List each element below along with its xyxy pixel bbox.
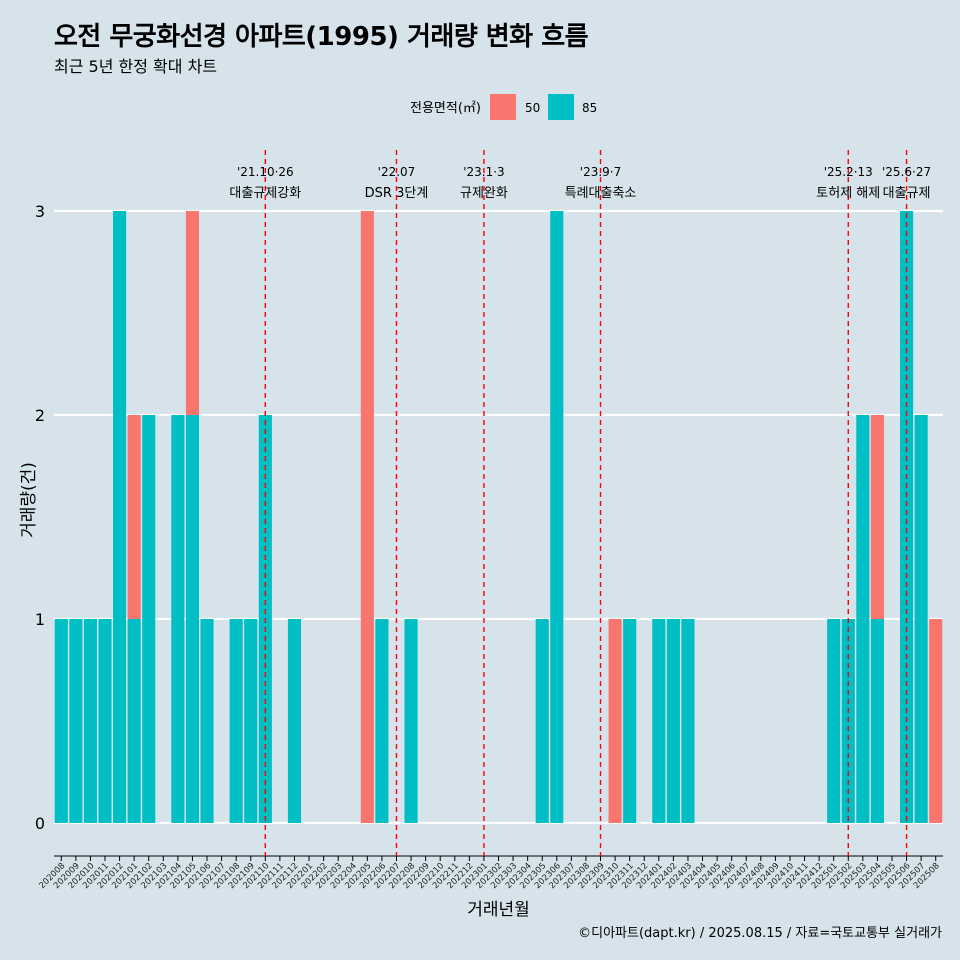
bar-85-202206 xyxy=(375,619,389,823)
legend-label-50: 50 xyxy=(525,101,540,115)
bar-50-202205 xyxy=(360,211,374,823)
bar-50-202101 xyxy=(127,415,141,619)
bar-85-202306 xyxy=(550,211,564,823)
chart-subtitle: 최근 5년 한정 확대 차트 xyxy=(54,57,218,76)
legend-title: 전용면적(㎡) xyxy=(410,101,481,116)
chart-title: 오전 무궁화선경 아파트(1995) 거래량 변화 흐름 xyxy=(54,22,589,52)
bar-85-202402 xyxy=(666,619,680,823)
bar-85-202503 xyxy=(856,415,870,823)
event-label-4: 토허제 해제 xyxy=(816,186,880,201)
event-label-0: 대출규제강화 xyxy=(229,186,301,201)
bar-85-202504 xyxy=(870,619,884,823)
legend-swatch-85 xyxy=(548,94,574,120)
bar-85-202008 xyxy=(54,619,68,823)
bar-85-202011 xyxy=(98,619,112,823)
bar-85-202401 xyxy=(652,619,666,823)
bar-85-202101 xyxy=(127,619,141,823)
bar-85-202506 xyxy=(900,211,914,823)
bar-50-202105 xyxy=(185,211,200,415)
bar-85-202403 xyxy=(681,619,695,823)
bar-85-202208 xyxy=(404,619,418,823)
y-tick-label-1: 1 xyxy=(35,610,45,629)
bar-85-202106 xyxy=(200,619,214,823)
event-date-0: '21.10·26 xyxy=(237,165,294,179)
event-label-1: DSR 3단계 xyxy=(365,186,429,201)
bar-50-202310 xyxy=(608,619,622,823)
event-date-1: '22.07 xyxy=(378,165,416,179)
bar-85-202009 xyxy=(69,619,83,823)
bar-50-202504 xyxy=(870,415,884,619)
bar-85-202010 xyxy=(83,619,97,823)
legend-label-85: 85 xyxy=(582,101,597,115)
event-date-5: '25.6·27 xyxy=(882,165,931,179)
bar-85-202311 xyxy=(623,619,637,823)
event-date-2: '23.1·3 xyxy=(463,165,504,179)
y-tick-label-0: 0 xyxy=(35,814,45,833)
y-tick-label-2: 2 xyxy=(35,406,45,425)
bar-85-202108 xyxy=(229,619,243,823)
y-tick-label-3: 3 xyxy=(35,202,45,221)
y-axis-title: 거래량(건) xyxy=(19,462,39,538)
bar-85-202104 xyxy=(171,415,185,823)
bar-85-202305 xyxy=(535,619,549,823)
bar-85-202102 xyxy=(142,415,156,823)
bar-85-202112 xyxy=(287,619,302,823)
bar-50-202508 xyxy=(929,619,943,823)
event-label-2: 규제완화 xyxy=(460,186,508,201)
event-date-3: '23.9·7 xyxy=(580,165,621,179)
bar-85-202109 xyxy=(244,619,258,823)
x-axis-title: 거래년월 xyxy=(467,900,530,920)
event-label-5: 대출규제 xyxy=(883,186,931,201)
bar-85-202012 xyxy=(113,211,127,823)
bar-85-202507 xyxy=(914,415,928,823)
bar-85-202501 xyxy=(827,619,841,823)
legend-swatch-50 xyxy=(490,94,516,120)
event-label-3: 특례대출축소 xyxy=(565,186,637,201)
bar-85-202105 xyxy=(185,415,200,823)
source-caption: ©디아파트(dapt.kr) / 2025.08.15 / 자료=국토교통부 실… xyxy=(578,926,942,941)
event-date-4: '25.2·13 xyxy=(824,165,873,179)
